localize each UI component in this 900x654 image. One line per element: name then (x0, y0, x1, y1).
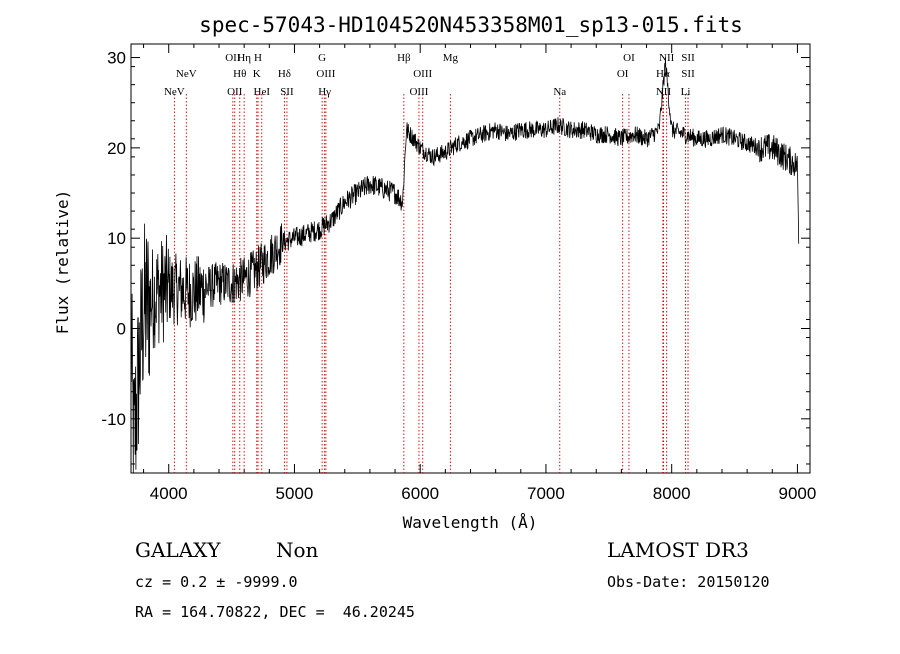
object-class: GALAXY (135, 538, 221, 562)
y-tick-label: 20 (107, 139, 126, 158)
line-label: Hβ (397, 52, 411, 64)
redshift-text: cz = 0.2 ± -9999.0 (135, 573, 298, 591)
line-label: Hθ (233, 68, 246, 80)
y-axis-label: Flux (relative) (53, 190, 72, 335)
obs-date-text: Obs-Date: 20150120 (607, 573, 770, 591)
spectrum-line (130, 56, 800, 474)
line-label: OI (623, 52, 635, 64)
x-tick-label: 9000 (779, 484, 817, 503)
line-label: OIII (413, 68, 432, 80)
line-label: NeV (164, 86, 185, 98)
line-label: Hγ (318, 86, 331, 98)
y-tick-label: 30 (107, 49, 126, 68)
line-label: H (254, 52, 262, 64)
line-label: HeI (254, 86, 271, 98)
line-label: Mg (443, 52, 459, 64)
x-tick-label: 6000 (401, 484, 439, 503)
line-label: G (318, 52, 326, 64)
survey-label: LAMOST DR3 (607, 538, 749, 562)
x-tick-label: 4000 (150, 484, 188, 503)
line-label: K (253, 68, 261, 80)
line-label: Hη (237, 52, 251, 64)
line-label: SII (681, 68, 695, 80)
line-label: NII (656, 86, 672, 98)
line-label: OIII (316, 68, 335, 80)
line-label: Na (553, 86, 566, 98)
line-label: Hδ (278, 68, 291, 80)
line-label: OII (225, 52, 241, 64)
y-tick-label: 0 (117, 319, 126, 338)
line-label: Hα (656, 68, 670, 80)
x-tick-label: 5000 (276, 484, 314, 503)
x-tick-label: 8000 (653, 484, 691, 503)
line-label: OI (617, 68, 629, 80)
ra-dec-text: RA = 164.70822, DEC = 46.20245 (135, 603, 415, 621)
line-label: NII (659, 52, 675, 64)
chart-title: spec-57043-HD104520N453358M01_sp13-015.f… (199, 13, 743, 37)
line-label: OII (227, 86, 243, 98)
axes: 4000 5000 6000 7000 8000 9000 -10 0 10 20 30 (101, 43, 817, 503)
spectrum-series (130, 56, 800, 474)
y-tick-label: 10 (107, 229, 126, 248)
line-label: SII (681, 52, 695, 64)
y-tick-label: -10 (101, 410, 126, 429)
line-label: SII (280, 86, 294, 98)
line-label: Li (681, 86, 691, 98)
x-tick-label: 7000 (527, 484, 565, 503)
line-label: NeV (176, 68, 197, 80)
x-axis-label: Wavelength (Å) (403, 513, 538, 532)
object-subclass: Non (276, 538, 319, 562)
line-label: OIII (409, 86, 428, 98)
spectral-line-markers: NeVNeVOIIOIIHηHθHKHeIHδSIIGOIIIHγHβOIIIO… (164, 52, 695, 473)
